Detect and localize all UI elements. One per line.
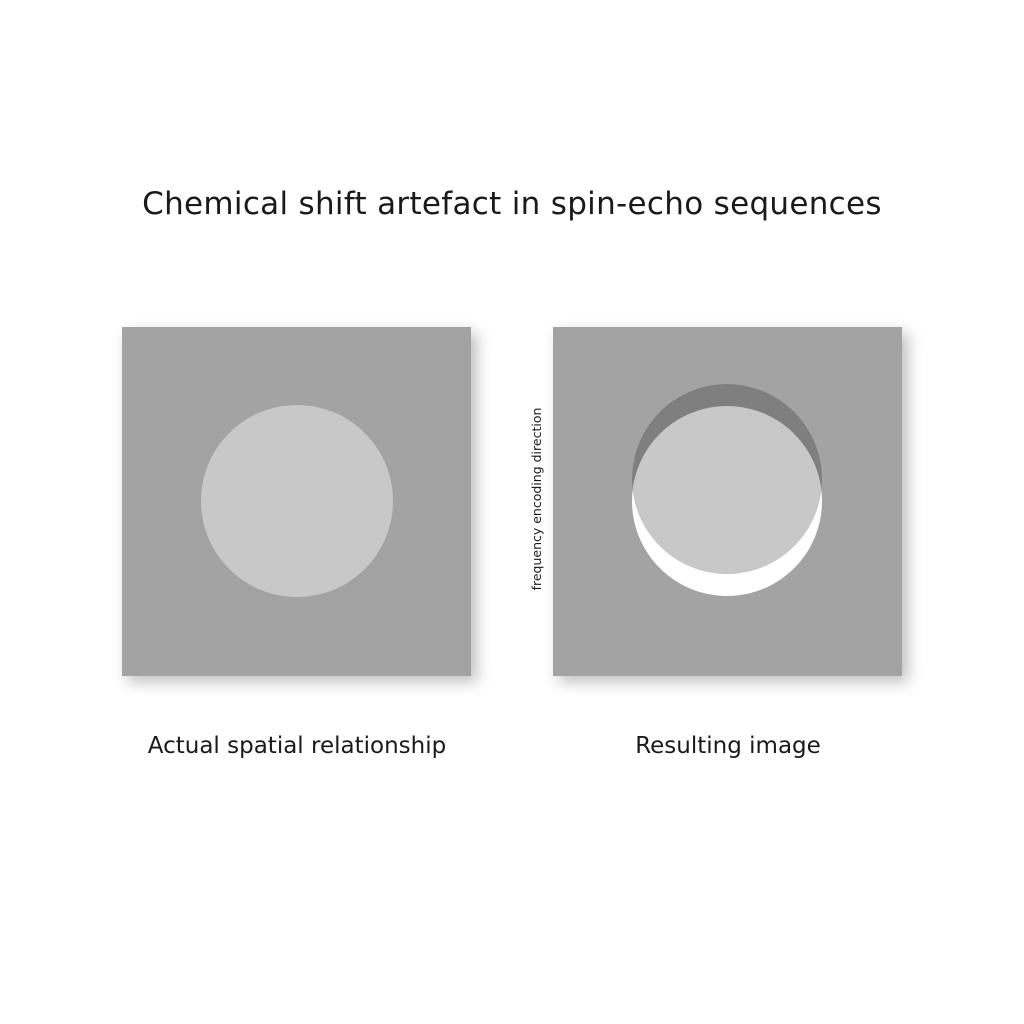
caption-resulting: Resulting image [635, 733, 821, 759]
panel-actual-graphic [122, 327, 471, 676]
panel-resulting [553, 327, 902, 676]
fat-circle [201, 405, 393, 597]
signal-pileup-band [553, 327, 902, 676]
panel-resulting-graphic [553, 327, 902, 676]
caption-actual: Actual spatial relationship [147, 733, 447, 759]
panel-actual [122, 327, 471, 676]
diagram-title: Chemical shift artefact in spin-echo seq… [142, 186, 882, 222]
frequency-encoding-direction-label: frequency encoding direction [529, 407, 544, 591]
